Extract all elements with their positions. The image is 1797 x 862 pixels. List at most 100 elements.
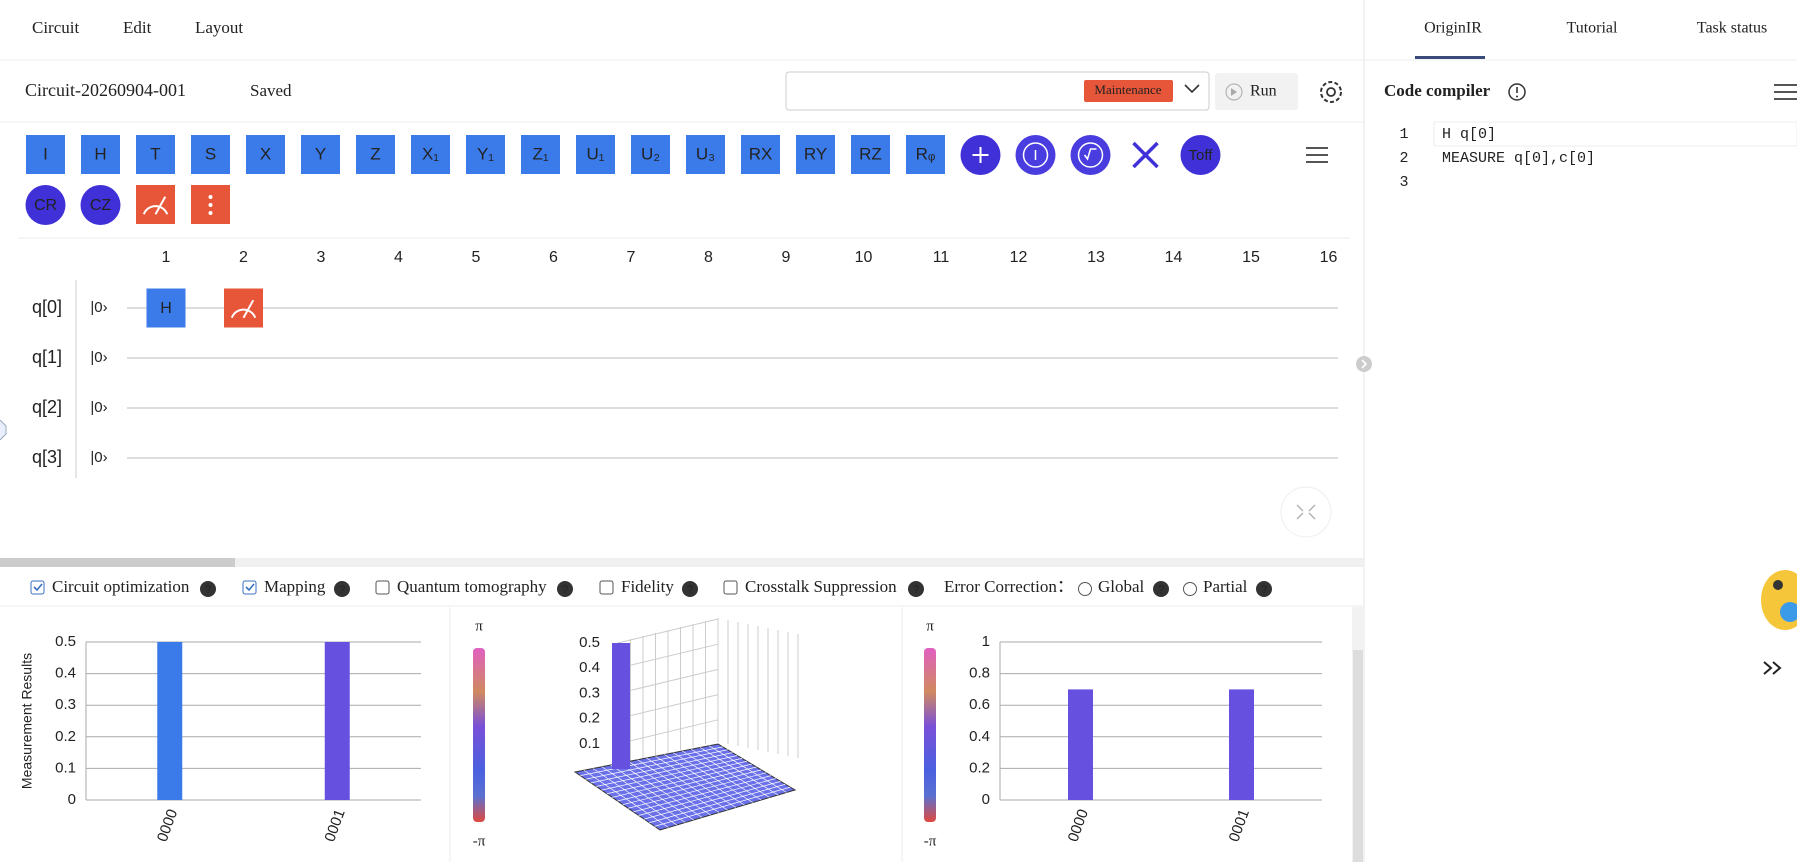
gate-label[interactable]: CZ <box>90 197 112 214</box>
option-label[interactable]: Circuit optimization <box>52 577 190 596</box>
help-icon-glyph: ? <box>687 584 693 596</box>
x-tick-label: 0000 <box>154 807 181 844</box>
checkbox[interactable] <box>723 580 738 595</box>
help-icon[interactable] <box>908 581 924 597</box>
scroll-thumb[interactable] <box>0 558 235 567</box>
gate-label[interactable]: CR <box>34 197 57 214</box>
menu-item[interactable]: Edit <box>123 18 152 37</box>
gate-button[interactable] <box>631 135 670 174</box>
gate-label[interactable]: T <box>150 144 160 163</box>
dot <box>208 211 213 215</box>
gate-label[interactable]: RX <box>749 144 773 163</box>
gate-button[interactable] <box>25 185 66 225</box>
gate-label[interactable]: I <box>43 144 48 163</box>
run-button[interactable] <box>1215 73 1298 110</box>
help-icon[interactable] <box>200 581 216 597</box>
gate-label[interactable]: Z <box>370 144 380 163</box>
dot <box>208 195 213 199</box>
gate-button[interactable] <box>81 135 120 174</box>
gate-label[interactable]: X <box>260 144 271 163</box>
gate-label[interactable]: U₃ <box>696 144 715 163</box>
gate-label[interactable]: Y₁ <box>477 144 494 163</box>
gate-label[interactable]: Y <box>315 144 326 163</box>
tab[interactable]: Tutorial <box>1567 20 1619 37</box>
option-label[interactable]: Quantum tomography <box>397 577 547 596</box>
expand-icon[interactable] <box>1763 661 1782 675</box>
gate-button[interactable] <box>80 185 121 225</box>
active-tab-indicator <box>1415 56 1485 59</box>
gate-label[interactable]: S <box>205 144 216 163</box>
radio-label[interactable]: Global <box>1098 577 1145 596</box>
column-number: 2 <box>239 249 248 266</box>
palette-menu[interactable] <box>1306 147 1328 163</box>
radio[interactable] <box>1183 582 1197 596</box>
compiler-menu[interactable] <box>1774 84 1797 100</box>
z-tick-label: 0.4 <box>579 659 600 676</box>
collapse-button[interactable] <box>1356 356 1372 372</box>
checkbox[interactable] <box>375 580 390 595</box>
checkbox[interactable] <box>242 580 257 595</box>
gate-button[interactable] <box>741 135 780 174</box>
gate-button[interactable] <box>521 135 560 174</box>
radio-label[interactable]: Partial <box>1203 577 1248 596</box>
checkbox[interactable] <box>599 580 614 595</box>
help-icon[interactable] <box>1256 581 1272 597</box>
gate-button[interactable] <box>851 135 890 174</box>
z-tick-label: 0.3 <box>579 684 600 701</box>
gate-button[interactable] <box>356 135 395 174</box>
checkbox[interactable] <box>30 580 45 595</box>
menu-item[interactable]: Layout <box>195 18 243 37</box>
gate-label[interactable]: X₁ <box>422 144 439 163</box>
tab[interactable]: Task status <box>1697 20 1767 37</box>
measure-gate[interactable] <box>224 288 263 328</box>
gate-button[interactable] <box>576 135 615 174</box>
gate-label[interactable]: U₂ <box>641 144 660 163</box>
info-icon[interactable] <box>1508 83 1526 101</box>
option-label[interactable]: Mapping <box>264 577 326 596</box>
fullscreen-button[interactable] <box>1280 486 1332 538</box>
tab[interactable]: OriginIR <box>1424 20 1482 37</box>
gate-button[interactable] <box>301 135 340 174</box>
run-label[interactable]: Run <box>1250 83 1277 100</box>
check-mark <box>33 583 43 592</box>
gate-label[interactable]: H <box>94 144 106 163</box>
gate-button[interactable] <box>686 135 725 174</box>
measure-gate[interactable] <box>136 185 175 224</box>
gate-button[interactable] <box>246 135 285 174</box>
gate-button[interactable] <box>1070 135 1111 175</box>
assistant-mascot[interactable] <box>1761 570 1797 630</box>
settings-button[interactable] <box>1320 81 1342 103</box>
gate-button[interactable] <box>191 135 230 174</box>
gear[interactable] <box>1326 87 1336 97</box>
help-icon[interactable] <box>1153 581 1169 597</box>
gate-label[interactable]: U₁ <box>586 144 604 163</box>
gate-button[interactable] <box>906 135 945 174</box>
gate-button[interactable] <box>411 135 450 174</box>
gate-label[interactable]: RZ <box>859 144 882 163</box>
gear[interactable] <box>1320 81 1342 103</box>
option-label[interactable]: Fidelity <box>621 577 674 596</box>
gate-label[interactable]: Toff <box>1189 147 1214 164</box>
radio[interactable] <box>1078 582 1092 596</box>
help-icon[interactable] <box>557 581 573 597</box>
colorbar-label: π <box>926 618 934 634</box>
help-icon[interactable] <box>334 581 350 597</box>
gate-button[interactable] <box>466 135 505 174</box>
floor-grid <box>649 783 786 824</box>
gate-label[interactable]: RY <box>804 144 827 163</box>
gate-label[interactable]: Rᵩ <box>916 144 936 163</box>
gate-button[interactable] <box>136 135 175 174</box>
gate-button[interactable] <box>796 135 835 174</box>
side-tab[interactable] <box>0 419 7 441</box>
menu-item[interactable]: Circuit <box>32 18 79 37</box>
swap-gate[interactable] <box>1132 141 1159 169</box>
placed-gate-label[interactable]: H <box>160 300 172 317</box>
gate-button[interactable] <box>1180 135 1221 175</box>
help-icon[interactable] <box>682 581 698 597</box>
gate-button[interactable] <box>26 135 65 174</box>
dropdown-arrow[interactable] <box>1184 84 1200 94</box>
gate-label[interactable]: Z₁ <box>532 144 548 163</box>
placed-gate[interactable] <box>146 288 186 328</box>
option-label[interactable]: Crosstalk Suppression <box>745 577 897 596</box>
scroll-thumb[interactable] <box>1353 650 1363 862</box>
